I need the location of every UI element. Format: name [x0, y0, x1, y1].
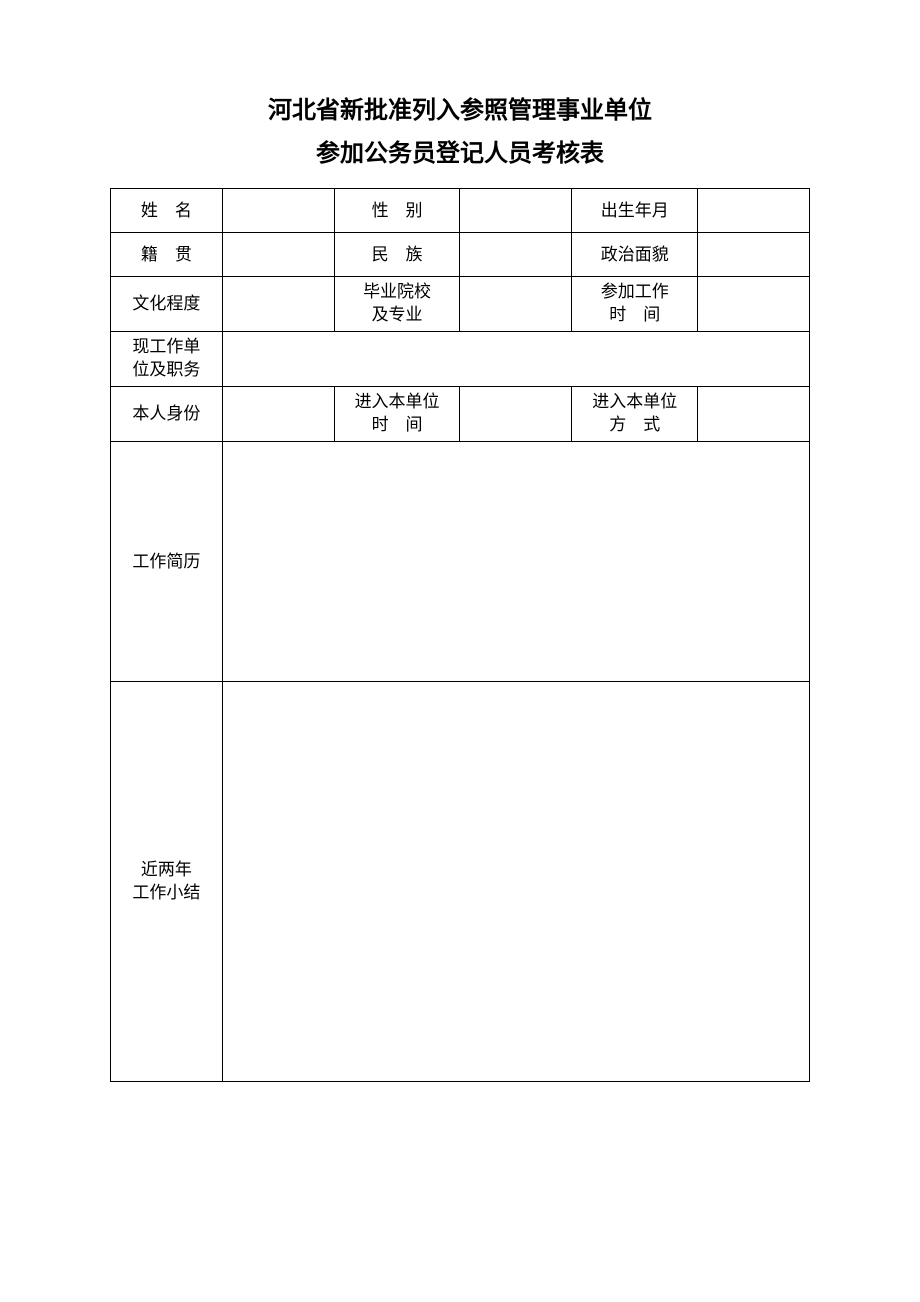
- label-current-unit: 现工作单 位及职务: [111, 332, 223, 387]
- label-work-start-l2: 时 间: [609, 305, 660, 324]
- value-summary: [222, 682, 809, 1082]
- table-row: 文化程度 毕业院校 及专业 参加工作 时 间: [111, 277, 810, 332]
- value-native-place: [222, 233, 334, 277]
- label-current-unit-l2: 位及职务: [132, 360, 200, 379]
- label-school-major-l2: 及专业: [372, 305, 423, 324]
- label-entry-method: 进入本单位 方 式: [572, 387, 698, 442]
- label-summary: 近两年 工作小结: [111, 682, 223, 1082]
- table-row: 现工作单 位及职务: [111, 332, 810, 387]
- title-line-1: 河北省新批准列入参照管理事业单位: [110, 90, 810, 133]
- value-political: [698, 233, 810, 277]
- label-entry-time-l2: 时 间: [372, 415, 423, 434]
- label-work-start-l1: 参加工作: [601, 282, 669, 301]
- value-gender: [460, 189, 572, 233]
- label-entry-method-l1: 进入本单位: [592, 392, 677, 411]
- table-row: 工作简历: [111, 442, 810, 682]
- value-birth: [698, 189, 810, 233]
- label-political: 政治面貌: [572, 233, 698, 277]
- label-summary-l2: 工作小结: [132, 883, 200, 902]
- label-school-major-l1: 毕业院校: [363, 282, 431, 301]
- label-work-start: 参加工作 时 间: [572, 277, 698, 332]
- value-current-unit: [222, 332, 809, 387]
- table-row: 姓 名 性 别 出生年月: [111, 189, 810, 233]
- value-entry-method: [698, 387, 810, 442]
- label-ethnicity: 民 族: [334, 233, 460, 277]
- label-summary-l1: 近两年: [141, 860, 192, 879]
- value-work-history: [222, 442, 809, 682]
- label-gender: 性 别: [334, 189, 460, 233]
- label-work-history: 工作简历: [111, 442, 223, 682]
- label-birth: 出生年月: [572, 189, 698, 233]
- value-work-start: [698, 277, 810, 332]
- form-title: 河北省新批准列入参照管理事业单位 参加公务员登记人员考核表: [110, 90, 810, 176]
- label-education: 文化程度: [111, 277, 223, 332]
- value-education: [222, 277, 334, 332]
- value-identity: [222, 387, 334, 442]
- label-current-unit-l1: 现工作单: [132, 337, 200, 356]
- label-native-place: 籍 贯: [111, 233, 223, 277]
- value-name: [222, 189, 334, 233]
- label-entry-method-l2: 方 式: [609, 415, 660, 434]
- label-school-major: 毕业院校 及专业: [334, 277, 460, 332]
- title-line-2: 参加公务员登记人员考核表: [110, 133, 810, 176]
- label-name: 姓 名: [111, 189, 223, 233]
- table-row: 本人身份 进入本单位 时 间 进入本单位 方 式: [111, 387, 810, 442]
- label-entry-time-l1: 进入本单位: [355, 392, 440, 411]
- table-row: 籍 贯 民 族 政治面貌: [111, 233, 810, 277]
- value-school-major: [460, 277, 572, 332]
- value-ethnicity: [460, 233, 572, 277]
- table-row: 近两年 工作小结: [111, 682, 810, 1082]
- label-entry-time: 进入本单位 时 间: [334, 387, 460, 442]
- label-identity: 本人身份: [111, 387, 223, 442]
- assessment-form-table: 姓 名 性 别 出生年月 籍 贯 民 族 政治面貌 文化程度 毕业院校 及专业 …: [110, 188, 810, 1082]
- value-entry-time: [460, 387, 572, 442]
